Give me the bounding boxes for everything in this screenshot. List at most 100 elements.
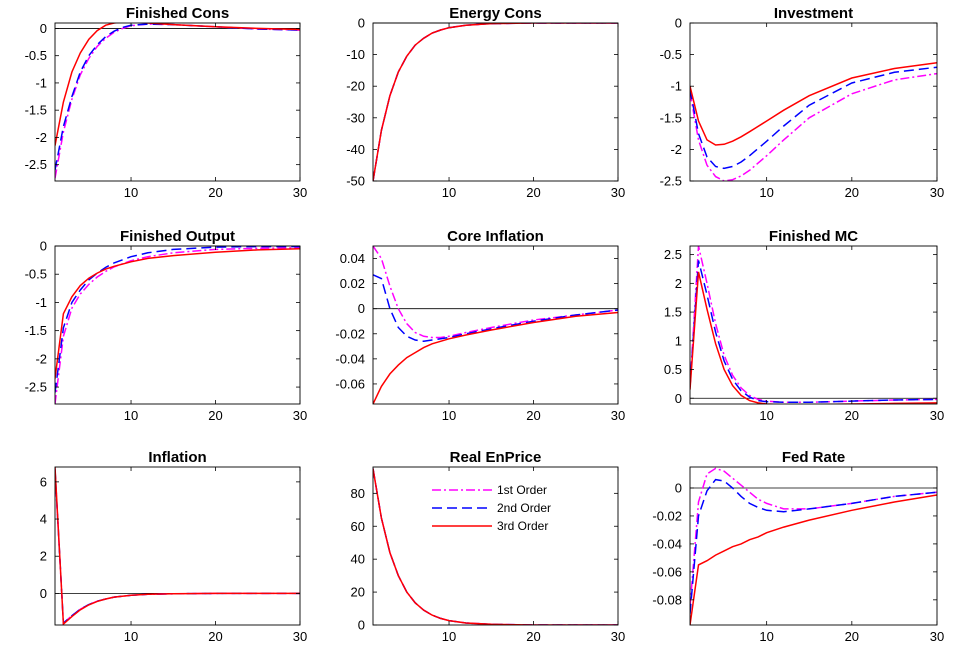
axes-frame bbox=[54, 245, 301, 405]
y-tick-label: -40 bbox=[346, 142, 365, 157]
y-tick-label: -2 bbox=[35, 130, 47, 145]
panel-title: Finished Output bbox=[120, 228, 235, 245]
series-line-2nd-order bbox=[373, 23, 618, 181]
axes-frame bbox=[54, 22, 301, 182]
x-tick-label: 10 bbox=[759, 408, 773, 423]
x-tick-label: 30 bbox=[293, 185, 307, 200]
x-tick-label: 30 bbox=[293, 408, 307, 423]
axes-frame bbox=[372, 466, 619, 626]
series-line-2nd-order bbox=[373, 274, 618, 343]
series-line-3rd-order bbox=[373, 468, 618, 625]
y-tick-label: 2.5 bbox=[664, 247, 682, 262]
x-tick-label: 30 bbox=[611, 629, 625, 644]
panel-investment: 10 20 30 0 -0.5 -1 -1.5 -2 -2.5 Investment bbox=[660, 5, 945, 200]
panel-finished-mc: 10 20 30 2.5 2 1.5 1 0.5 0 Finished MC bbox=[664, 228, 944, 423]
x-tick-label: 20 bbox=[526, 629, 540, 644]
series-line-2nd-order bbox=[373, 468, 618, 625]
panel-title: Core Inflation bbox=[447, 228, 544, 245]
y-tick-label: -1.5 bbox=[25, 103, 47, 118]
y-tick-label: -2 bbox=[35, 351, 47, 366]
series-line-1st-order bbox=[55, 470, 300, 625]
series-line-1st-order bbox=[690, 246, 937, 404]
series-line-3rd-order bbox=[373, 311, 618, 404]
series-line-3rd-order bbox=[690, 62, 937, 146]
y-tick-label: -0.06 bbox=[335, 376, 365, 391]
x-tick-label: 10 bbox=[442, 408, 456, 423]
legend-label: 2nd Order bbox=[497, 501, 551, 515]
y-tick-label: -0.02 bbox=[335, 326, 365, 341]
y-tick-label: -0.5 bbox=[25, 267, 47, 282]
y-tick-label: -0.06 bbox=[652, 564, 682, 579]
y-tick-label: 0 bbox=[358, 618, 365, 633]
panel-title: Investment bbox=[774, 5, 853, 22]
axes-frame bbox=[689, 466, 938, 626]
x-tick-label: 20 bbox=[845, 185, 859, 200]
panel-title: Finished Cons bbox=[126, 5, 229, 22]
x-tick-label: 10 bbox=[759, 185, 773, 200]
series-line-2nd-order bbox=[690, 478, 937, 614]
y-tick-label: 6 bbox=[40, 474, 47, 489]
y-tick-label: 0 bbox=[40, 21, 47, 36]
x-tick-label: 30 bbox=[611, 408, 625, 423]
y-tick-label: 0 bbox=[358, 301, 365, 316]
series-line-1st-order bbox=[55, 246, 300, 404]
panel-finished-output: 10 20 30 0 -0.5 -1 -1.5 -2 -2.5 Finished Output bbox=[25, 228, 308, 423]
axes-frame bbox=[689, 245, 938, 405]
series-line-2nd-order bbox=[690, 260, 937, 404]
panel-title: Real EnPrice bbox=[450, 449, 542, 466]
series-line-1st-order bbox=[373, 23, 618, 181]
y-tick-label: -1 bbox=[35, 295, 47, 310]
legend-label: 1st Order bbox=[497, 483, 547, 497]
x-tick-label: 20 bbox=[208, 185, 222, 200]
series-line-1st-order bbox=[373, 246, 618, 339]
y-tick-label: 0.02 bbox=[340, 276, 365, 291]
y-tick-label: -0.04 bbox=[335, 351, 365, 366]
x-tick-label: 10 bbox=[124, 629, 138, 644]
y-tick-label: -10 bbox=[346, 47, 365, 62]
x-tick-label: 10 bbox=[759, 629, 773, 644]
series-line-2nd-order bbox=[690, 66, 937, 170]
axes-frame bbox=[372, 245, 619, 405]
y-tick-label: -2.5 bbox=[660, 174, 682, 189]
axes-frame bbox=[372, 22, 619, 182]
panel-finished-cons: 10 20 30 0 -0.5 -1 -1.5 -2 -2.5 Finished Cons bbox=[25, 5, 308, 200]
y-tick-label: 0 bbox=[40, 239, 47, 254]
y-tick-label: 0 bbox=[675, 16, 682, 31]
axes-frame bbox=[54, 466, 301, 626]
y-tick-label: -2 bbox=[670, 142, 682, 157]
y-tick-label: 0 bbox=[40, 586, 47, 601]
y-tick-label: -0.5 bbox=[25, 48, 47, 63]
legend-label: 3rd Order bbox=[497, 519, 548, 533]
series-line-3rd-order bbox=[690, 494, 937, 625]
x-tick-label: 30 bbox=[611, 185, 625, 200]
series-line-1st-order bbox=[55, 23, 300, 179]
x-tick-label: 10 bbox=[442, 185, 456, 200]
panel-title: Finished MC bbox=[769, 228, 858, 245]
y-tick-label: -0.5 bbox=[660, 47, 682, 62]
y-tick-label: -1.5 bbox=[660, 110, 682, 125]
series-line-3rd-order bbox=[690, 271, 937, 404]
panel-fed-rate: 10 20 30 0 -0.02 -0.04 -0.06 -0.08 Fed Rate bbox=[652, 449, 944, 644]
series-line-1st-order bbox=[690, 467, 937, 607]
legend: 1st Order 2nd Order 3rd Order bbox=[432, 483, 551, 533]
y-tick-label: 0.04 bbox=[340, 251, 365, 266]
y-tick-label: 2 bbox=[675, 276, 682, 291]
y-tick-label: -2.5 bbox=[25, 380, 47, 395]
y-tick-label: -1 bbox=[670, 79, 682, 94]
series-line-1st-order bbox=[373, 468, 618, 625]
y-tick-label: -2.5 bbox=[25, 157, 47, 172]
y-tick-label: 1 bbox=[675, 333, 682, 348]
x-tick-label: 20 bbox=[208, 408, 222, 423]
x-tick-label: 20 bbox=[845, 408, 859, 423]
y-tick-label: 0.5 bbox=[664, 362, 682, 377]
x-tick-label: 10 bbox=[124, 408, 138, 423]
y-tick-label: -0.04 bbox=[652, 536, 682, 551]
panel-title: Energy Cons bbox=[449, 5, 542, 22]
y-tick-label: 0 bbox=[358, 16, 365, 31]
x-tick-label: 20 bbox=[526, 185, 540, 200]
panel-title: Inflation bbox=[148, 449, 206, 466]
panel-energy-cons: 10 20 30 0 -10 -20 -30 -40 -50 Energy Cons bbox=[346, 5, 625, 200]
y-tick-label: -30 bbox=[346, 110, 365, 125]
y-tick-label: 4 bbox=[40, 512, 47, 527]
